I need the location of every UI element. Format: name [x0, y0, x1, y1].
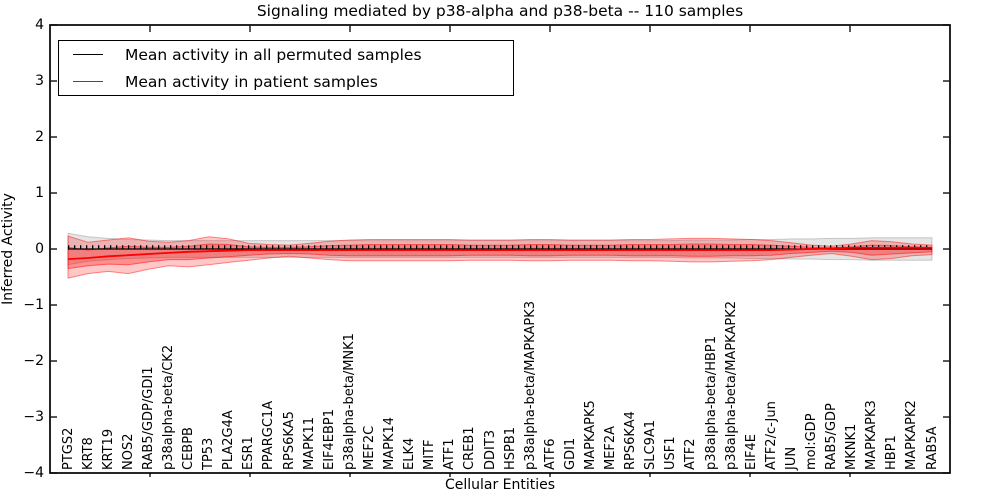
permuted-line-sample: [73, 54, 103, 55]
y-tick-label: −1: [23, 296, 44, 313]
legend-label-patient: Mean activity in patient samples: [125, 72, 378, 91]
chart-title: Signaling mediated by p38-alpha and p38-…: [256, 2, 744, 20]
x-tick-label: RAB5/GDP/GDI1: [140, 366, 156, 470]
x-tick-label: PLA2G4A: [221, 410, 237, 470]
x-tick-label: HBP1: [884, 435, 900, 470]
x-tick-label: p38alpha-beta/MAPKAPK3: [522, 301, 538, 470]
x-tick-label: TP53: [201, 437, 217, 470]
x-tick-label: ESR1: [241, 436, 257, 470]
x-tick-label: MAPK14: [382, 416, 397, 470]
x-tick-label: ATF6: [542, 438, 558, 470]
x-tick-label: p38alpha-beta/MAPKAPK2: [723, 301, 739, 470]
x-tick-label: JUN: [783, 446, 799, 470]
x-tick-label: EIF4E: [743, 433, 759, 470]
x-tick-label: MITF: [422, 439, 438, 470]
x-tick-label: ATF2: [683, 438, 699, 470]
x-tick-label: HSPB1: [502, 426, 518, 470]
x-tick-label: PTGS2: [60, 427, 76, 470]
x-axis-label: Cellular Entities: [444, 477, 556, 493]
legend-entry-patient: Mean activity in patient samples: [59, 68, 513, 95]
x-tick-label: p38alpha-beta/CK2: [161, 344, 176, 470]
x-tick-label: GDI1: [562, 437, 578, 470]
x-tick-label: DDIT3: [482, 429, 498, 470]
x-tick-label: MEF2A: [603, 425, 618, 470]
x-tick-label: p38alpha-beta/MNK1: [341, 333, 357, 470]
y-tick-label: 3: [35, 72, 44, 89]
x-tick-label: p38alpha-beta/HBP1: [703, 335, 719, 470]
x-tick-label: KRT19: [100, 428, 116, 470]
x-tick-label: MAPKAPK2: [904, 400, 920, 470]
legend-label-permuted: Mean activity in all permuted samples: [125, 45, 422, 64]
x-tick-label: ATF2/c-Jun: [763, 401, 779, 470]
x-tick-label: SLC9A1: [643, 419, 659, 470]
y-tick-label: −2: [23, 352, 44, 369]
x-tick-label: ATF1: [442, 438, 458, 470]
x-tick-label: mol:GDP: [803, 413, 819, 470]
x-tick-label: RPS6KA5: [281, 411, 297, 470]
x-tick-label: NOS2: [120, 433, 136, 470]
x-tick-label: RAB5/GDP: [824, 403, 839, 470]
y-tick-label: 2: [35, 128, 44, 145]
x-tick-label: ELK4: [402, 437, 418, 470]
x-tick-label: PPARGC1A: [261, 400, 277, 470]
y-tick-label: 1: [35, 184, 44, 201]
patient-line-sample: [73, 81, 103, 82]
legend-entry-permuted: Mean activity in all permuted samples: [59, 41, 513, 68]
y-tick-label: −4: [23, 464, 44, 481]
x-tick-label: MAPK11: [301, 416, 317, 470]
x-tick-label: CEBPB: [181, 427, 197, 470]
x-tick-label: EIF4EBP1: [321, 408, 337, 470]
x-tick-label: USF1: [663, 436, 679, 470]
x-tick-label: RAB5A: [924, 426, 940, 470]
legend-box: Mean activity in all permuted samples Me…: [58, 40, 514, 96]
x-tick-label: CREB1: [462, 426, 478, 470]
x-tick-label: MAPKAPK3: [864, 400, 880, 470]
y-tick-label: 4: [35, 16, 44, 33]
x-tick-label: MEF2C: [361, 425, 377, 470]
x-tick-label: KRT8: [80, 437, 96, 470]
x-tick-label: RPS6KA4: [623, 411, 639, 470]
x-tick-label: MAPKAPK5: [582, 400, 598, 470]
y-tick-label: 0: [35, 240, 44, 257]
x-tick-label: MKNK1: [844, 423, 860, 470]
y-tick-label: −3: [23, 408, 44, 425]
